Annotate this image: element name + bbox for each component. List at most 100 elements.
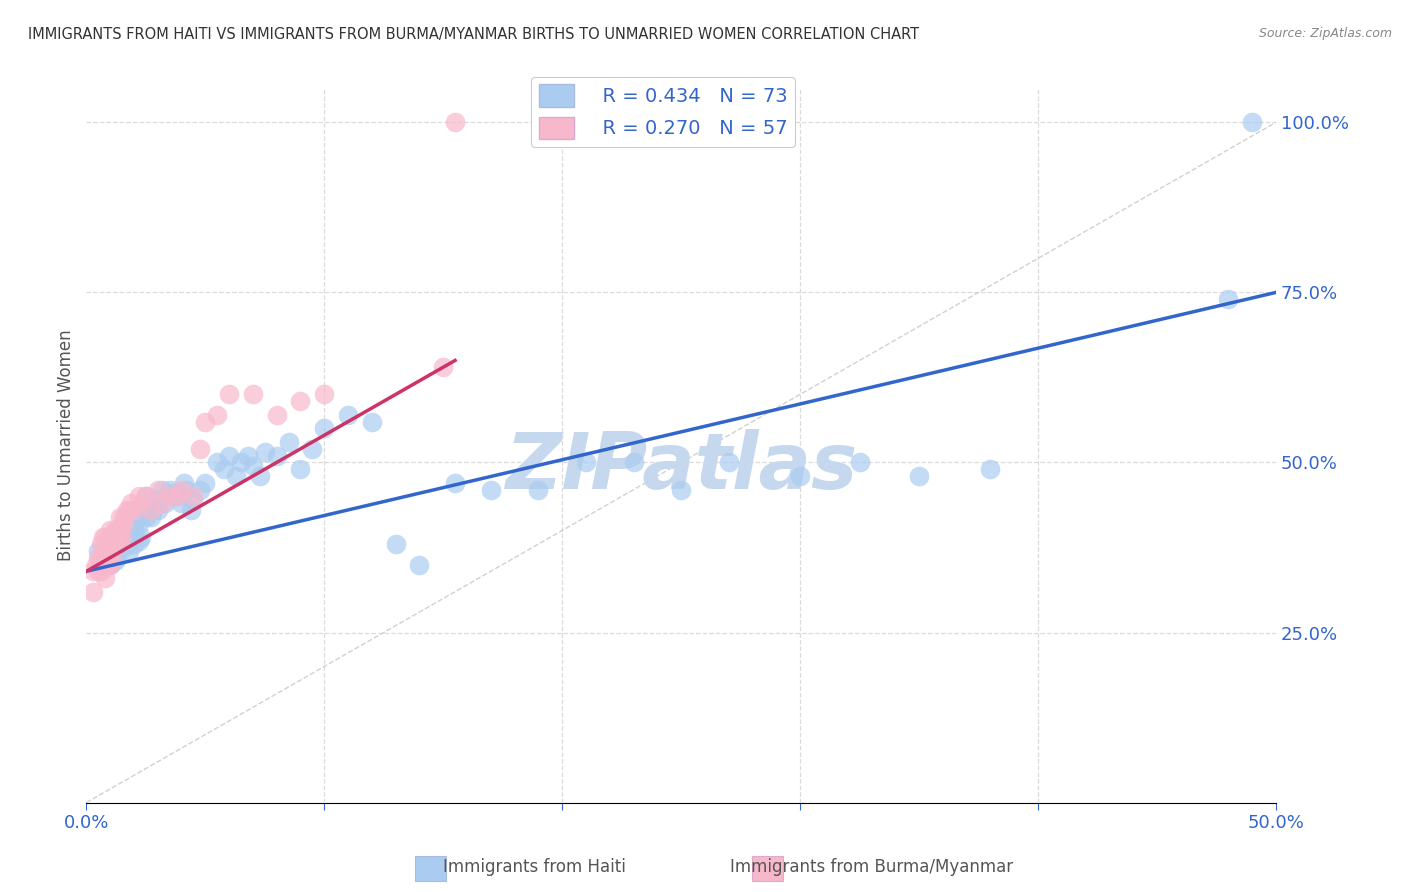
Point — [98, 558, 121, 572]
Point — [87, 544, 110, 558]
Text: ZIPatlas: ZIPatlas — [505, 429, 858, 505]
Point — [121, 496, 143, 510]
Point — [225, 469, 247, 483]
Point — [135, 509, 157, 524]
Point — [104, 541, 127, 555]
Point — [90, 550, 112, 565]
Point — [111, 530, 134, 544]
Point — [105, 524, 128, 538]
Point — [848, 455, 870, 469]
Point — [314, 387, 336, 401]
Point — [301, 442, 323, 456]
Point — [112, 524, 135, 538]
Point — [190, 442, 212, 456]
Point — [205, 408, 228, 422]
Point — [236, 449, 259, 463]
Point — [128, 503, 150, 517]
Point — [432, 360, 454, 375]
Point — [142, 503, 165, 517]
Point — [118, 503, 141, 517]
Point — [360, 415, 382, 429]
Y-axis label: Births to Unmarried Women: Births to Unmarried Women — [58, 330, 75, 561]
Point — [159, 490, 181, 504]
Point — [94, 558, 117, 572]
Point — [444, 115, 467, 129]
Point — [84, 558, 107, 572]
Point — [125, 513, 148, 527]
Point — [152, 496, 174, 510]
Point — [91, 544, 114, 558]
Point — [122, 524, 145, 538]
Point — [277, 435, 299, 450]
Point — [160, 490, 183, 504]
Point — [135, 490, 157, 504]
Point — [229, 455, 252, 469]
Point — [104, 537, 127, 551]
Legend:   R = 0.434   N = 73,   R = 0.270   N = 57: R = 0.434 N = 73, R = 0.270 N = 57 — [531, 77, 796, 147]
Point — [249, 469, 271, 483]
Point — [183, 490, 205, 504]
Point — [384, 537, 406, 551]
Text: Immigrants from Haiti: Immigrants from Haiti — [443, 858, 626, 876]
Point — [129, 496, 152, 510]
Point — [135, 490, 157, 504]
Point — [129, 530, 152, 544]
Point — [575, 455, 598, 469]
Point — [337, 408, 360, 422]
Point — [122, 537, 145, 551]
Point — [87, 550, 110, 565]
Point — [1218, 292, 1240, 306]
Point — [94, 571, 117, 585]
Point — [527, 483, 550, 497]
Text: IMMIGRANTS FROM HAITI VS IMMIGRANTS FROM BURMA/MYANMAR BIRTHS TO UNMARRIED WOMEN: IMMIGRANTS FROM HAITI VS IMMIGRANTS FROM… — [28, 27, 920, 42]
Point — [98, 537, 121, 551]
Point — [979, 462, 1001, 476]
Point — [218, 387, 240, 401]
Point — [166, 490, 188, 504]
Point — [101, 550, 124, 565]
Point — [173, 475, 195, 490]
Point — [170, 483, 193, 497]
Point — [108, 509, 131, 524]
Point — [908, 469, 931, 483]
Point — [190, 483, 212, 497]
Point — [180, 503, 202, 517]
Point — [112, 509, 135, 524]
Point — [111, 516, 134, 531]
Point — [128, 533, 150, 548]
Point — [105, 530, 128, 544]
Point — [97, 550, 120, 565]
Point — [139, 509, 162, 524]
Point — [444, 475, 467, 490]
Point — [118, 544, 141, 558]
Point — [253, 445, 276, 459]
Point — [98, 558, 121, 572]
Point — [104, 524, 127, 538]
Point — [118, 527, 141, 541]
Point — [170, 496, 193, 510]
Point — [290, 462, 312, 476]
Point — [82, 584, 104, 599]
Point — [105, 537, 128, 551]
Point — [183, 492, 205, 507]
Point — [146, 483, 169, 497]
Point — [115, 509, 138, 524]
Point — [174, 483, 197, 497]
Point — [146, 492, 169, 507]
Point — [153, 496, 176, 510]
Point — [290, 394, 312, 409]
Point — [152, 483, 174, 497]
Point — [108, 530, 131, 544]
Point — [1241, 115, 1264, 129]
Point — [98, 524, 121, 538]
Point — [139, 503, 162, 517]
Point — [194, 475, 217, 490]
Point — [91, 530, 114, 544]
Point — [214, 462, 236, 476]
Point — [128, 490, 150, 504]
Point — [479, 483, 502, 497]
Point — [136, 503, 159, 517]
Point — [101, 530, 124, 544]
Point — [90, 537, 112, 551]
Point — [115, 503, 138, 517]
